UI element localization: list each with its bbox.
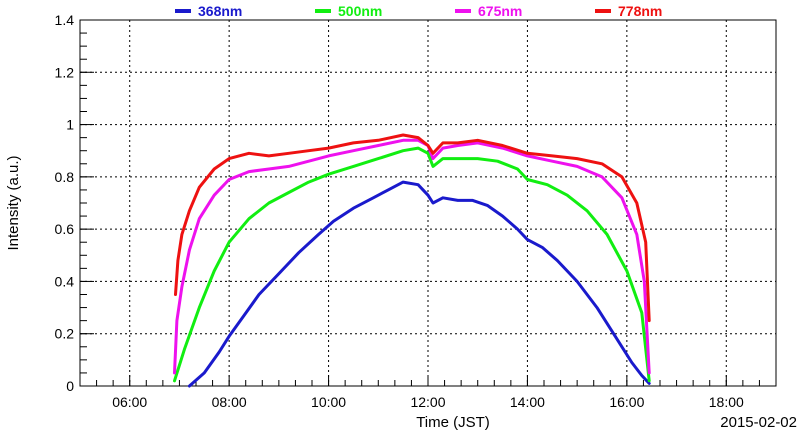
legend-label: 778nm [618, 3, 662, 19]
date-label: 2015-02-02 [720, 414, 797, 431]
y-tick-label: 1 [66, 117, 74, 133]
series-line-368nm [187, 180, 651, 388]
series-line-778nm [174, 133, 651, 323]
legend-label: 368nm [198, 3, 242, 19]
y-tick-label: 0.8 [55, 169, 75, 185]
legend-label: 675nm [478, 3, 522, 19]
x-tick-label: 16:00 [609, 394, 644, 410]
x-axis-title: Time (JST) [416, 414, 490, 431]
legend: 368nm 500nm 675nm 778nm [175, 3, 662, 19]
y-axis: 0 0.2 0.4 0.6 0.8 1 1.2 1.4 [55, 12, 94, 394]
grid [80, 20, 776, 386]
y-tick-label: 0.2 [55, 326, 75, 342]
x-tick-label: 10:00 [311, 394, 346, 410]
y-axis-title: Intensity (a.u.) [5, 155, 22, 250]
series-line-675nm [173, 138, 651, 375]
series-line-500nm [173, 146, 651, 383]
x-tick-label: 08:00 [212, 394, 247, 410]
x-tick-label: 18:00 [709, 394, 744, 410]
x-tick-label: 12:00 [410, 394, 445, 410]
y-tick-label: 1.2 [55, 64, 75, 80]
legend-label: 500nm [338, 3, 382, 19]
y-tick-label: 0.4 [55, 273, 75, 289]
y-tick-label: 0 [66, 378, 74, 394]
series-group [173, 133, 651, 388]
x-tick-label: 14:00 [510, 394, 545, 410]
y-tick-label: 0.6 [55, 221, 75, 237]
y-tick-label: 1.4 [55, 12, 75, 28]
x-tick-label: 06:00 [112, 394, 147, 410]
x-axis: 06:00 08:00 10:00 12:00 14:00 16:00 18:00 [79, 375, 777, 410]
